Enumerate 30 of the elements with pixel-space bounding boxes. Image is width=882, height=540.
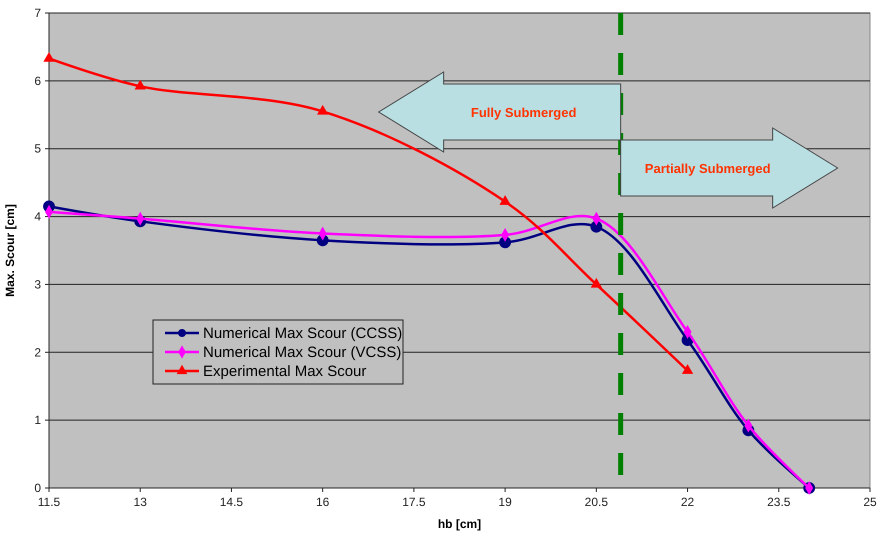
x-tick-label: 13 <box>134 495 148 509</box>
x-tick-label: 17.5 <box>402 495 426 509</box>
legend-label: Numerical Max Scour (VCSS) <box>203 344 402 361</box>
x-tick-label: 20.5 <box>584 495 608 509</box>
x-tick-label: 16 <box>316 495 330 509</box>
y-tick-label: 4 <box>34 210 42 224</box>
point <box>43 52 55 62</box>
point <box>134 80 146 90</box>
y-tick-label: 3 <box>34 277 42 292</box>
legend-label: Experimental Max Scour <box>203 363 366 380</box>
annotation: Partially Submerged <box>644 161 771 176</box>
y-tick-label: 0 <box>34 481 42 495</box>
annotation: Fully Submerged <box>470 105 576 120</box>
y-tick-label: 2 <box>34 345 42 360</box>
y-axis-title: Max. Scour [cm] <box>3 204 17 297</box>
x-tick-label: 14.5 <box>220 495 244 509</box>
point <box>317 104 328 115</box>
y-tick-label: 1 <box>34 413 42 428</box>
x-tick-label: 22 <box>680 495 695 509</box>
y-tick-label: 5 <box>34 142 42 156</box>
point <box>499 195 511 205</box>
x-tick-label: 11.5 <box>38 495 61 509</box>
x-axis-title: hb [cm] <box>438 517 482 531</box>
y-tick-label: 7 <box>34 6 42 20</box>
x-tick-label: 23.5 <box>767 495 791 509</box>
legend-label: Numerical Max Scour (CCSS) <box>203 325 402 342</box>
y-tick-label: 6 <box>34 74 42 88</box>
point <box>590 278 602 288</box>
x-tick-label: 25 <box>863 495 877 509</box>
x-tick-label: 19 <box>498 495 512 509</box>
